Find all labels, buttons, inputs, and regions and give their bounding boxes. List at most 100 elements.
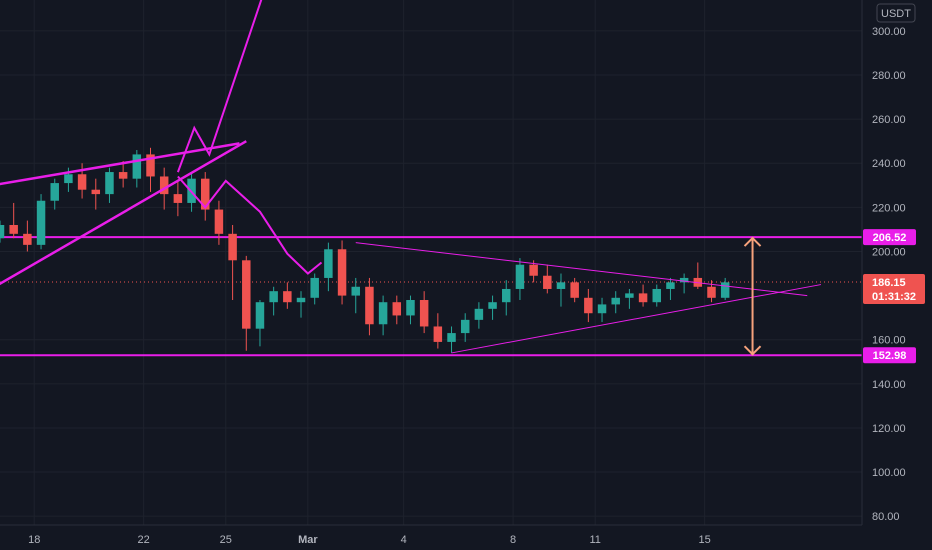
- candle-body: [214, 209, 224, 234]
- candle-body: [324, 249, 333, 278]
- candle: [105, 167, 114, 203]
- candle-body: [543, 275, 552, 289]
- candle: [365, 277, 374, 336]
- candle: [447, 326, 456, 353]
- candle: [310, 273, 319, 305]
- candle-body: [529, 264, 538, 276]
- candle-body: [337, 249, 347, 296]
- price-tick-label: 120.00: [872, 423, 906, 435]
- level-price-tag-box: [863, 229, 916, 246]
- candle-body: [392, 302, 402, 316]
- blue-trendline: [355, 242, 808, 297]
- candle-body: [474, 308, 484, 320]
- level-price-tag: 206.52: [863, 229, 916, 246]
- candle-body: [447, 333, 456, 342]
- candle-body: [488, 302, 497, 309]
- candle-body: [50, 183, 59, 201]
- candle: [460, 313, 470, 342]
- level-price-tag-label: 206.52: [873, 232, 907, 244]
- horizontal-levels[interactable]: [0, 236, 862, 357]
- candle-body: [36, 200, 46, 245]
- candle: [720, 277, 730, 300]
- time-tick-label: 8: [510, 534, 516, 546]
- candle: [584, 288, 593, 323]
- candle-body: [556, 282, 566, 289]
- candle: [351, 277, 360, 314]
- candle: [242, 255, 251, 351]
- candle: [419, 291, 429, 334]
- candle-body: [570, 282, 579, 298]
- price-tick-label: 300.00: [872, 26, 906, 38]
- candle: [556, 273, 566, 307]
- candle-body: [310, 277, 319, 298]
- candle: [214, 200, 224, 245]
- time-tick-label: Mar: [298, 534, 318, 546]
- candle: [570, 277, 579, 303]
- candle: [543, 264, 552, 294]
- candle-body: [200, 178, 210, 210]
- candle-body: [707, 286, 716, 298]
- candle-body: [625, 293, 634, 298]
- candle: [474, 302, 484, 329]
- last-price-countdown: 01:31:32: [872, 291, 916, 303]
- price-tick-label: 280.00: [872, 70, 906, 82]
- blue-trendline: [451, 284, 822, 354]
- candle-body: [419, 300, 429, 327]
- time-tick-label: 15: [699, 534, 711, 546]
- candle-body: [597, 304, 607, 314]
- price-tick-label: 220.00: [872, 202, 906, 214]
- candle-body: [228, 233, 237, 261]
- candle-body: [296, 297, 306, 303]
- candle: [23, 220, 32, 252]
- candle: [392, 295, 402, 325]
- candle-body: [77, 174, 87, 190]
- candle: [173, 180, 183, 217]
- candle: [132, 150, 142, 188]
- magenta-path: [177, 175, 323, 275]
- candle: [378, 295, 388, 336]
- candle: [36, 194, 46, 250]
- level-price-tag: 152.98: [863, 347, 916, 364]
- candle: [611, 291, 620, 314]
- candle-body: [269, 291, 278, 303]
- chart-drawings[interactable]: [0, 0, 822, 356]
- price-tick-label: 240.00: [872, 158, 906, 170]
- currency-label: USDT: [881, 8, 911, 20]
- candle-body: [146, 154, 155, 177]
- candle-body: [679, 277, 689, 283]
- candle-body: [351, 286, 360, 296]
- candle-body: [91, 189, 101, 195]
- last-price-value: 186.15: [872, 277, 906, 289]
- time-tick-label: 22: [138, 534, 150, 546]
- candle-body: [433, 326, 443, 342]
- candle-body: [720, 282, 730, 298]
- candle: [269, 286, 278, 316]
- level-price-tag-box: [863, 347, 916, 364]
- candle: [324, 242, 333, 292]
- candle-body: [515, 264, 525, 289]
- candle-body: [64, 174, 73, 184]
- candle: [666, 277, 675, 300]
- price-tick-label: 80.00: [872, 511, 900, 523]
- price-axis[interactable]: 300.00 280.00 260.00 240.00 220.00 200.00 160.…: [872, 26, 906, 523]
- candlestick-series: [0, 147, 730, 353]
- measure-arrow-head-top: [743, 236, 762, 247]
- candle-body: [118, 172, 128, 179]
- time-axis[interactable]: 18 22 25 Mar 4 8 11 15: [28, 534, 711, 546]
- candle-body: [255, 302, 265, 329]
- candle: [625, 288, 634, 309]
- candle-body: [365, 286, 374, 325]
- candle: [679, 273, 689, 294]
- price-tick-label: 200.00: [872, 246, 906, 258]
- candle: [433, 313, 443, 349]
- candle-body: [105, 172, 114, 195]
- currency-badge[interactable]: USDT: [876, 3, 916, 23]
- last-price-tag-box: [863, 274, 925, 305]
- candle: [502, 280, 511, 316]
- price-tick-label: 100.00: [872, 467, 906, 479]
- price-tick-label: 260.00: [872, 114, 906, 126]
- candle-body: [242, 260, 251, 329]
- candle: [118, 161, 128, 188]
